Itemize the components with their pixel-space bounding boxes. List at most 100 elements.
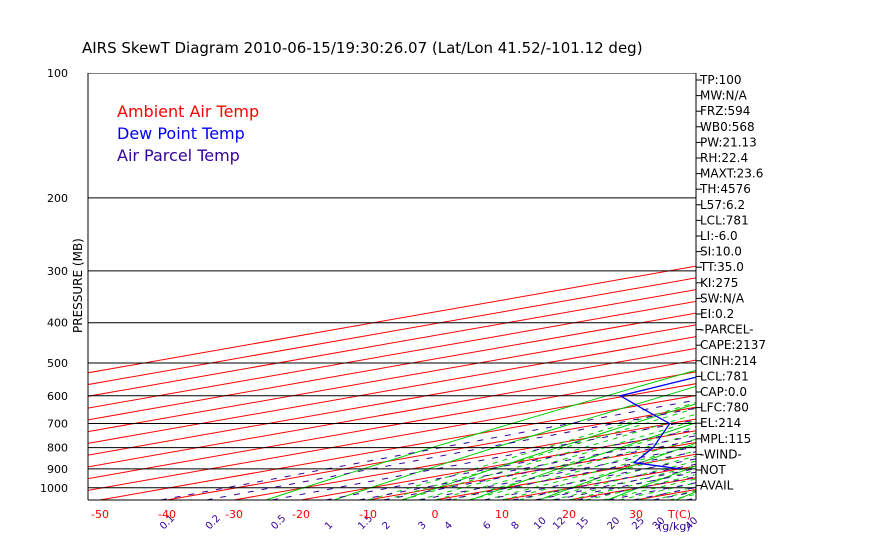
index-label: MW:N/A [700,89,748,103]
isotherm-line [88,347,696,456]
dry-adiabat-line [812,73,870,500]
pressure-tick-label: 400 [47,317,68,330]
mixing-ratio-tick-label: 1 [323,520,335,532]
mixing-ratio-line [206,407,696,500]
index-label: L57:6.2 [700,198,745,212]
index-label: CAP:0.0 [700,385,747,399]
index-label: PW:21.13 [700,135,757,149]
mixing-ratio-tick-label: 20 [606,515,623,532]
pressure-tick-label: 800 [47,442,68,455]
index-label: TH:4576 [699,182,751,196]
bottom-temp-tick-label: -50 [91,508,109,521]
legend-ambient-air-temp: Ambient Air Temp [117,102,259,121]
index-label: MAXT:23.6 [700,167,763,181]
isotherm-line [770,73,870,500]
moist-adiabat-line [518,455,696,500]
index-label: -WIND- [700,447,742,461]
moist-adiabat-line [434,426,696,500]
temp-axis-label: T(C) [667,508,691,521]
bottom-temp-tick-label: 10 [495,508,509,521]
isotherm-line [88,371,696,480]
dry-adiabat-line [402,403,696,500]
bottom-temp-tick-label: -30 [225,508,243,521]
dry-adiabat-line [744,73,870,500]
index-label: WB0:568 [700,120,755,134]
legend: Ambient Air Temp Dew Point Temp Air Parc… [117,102,259,165]
series-line-2 [787,73,870,469]
moist-adiabat-line [468,438,696,500]
moist-adiabat-line [451,432,696,500]
index-label: CINH:214 [700,354,757,368]
isotherm-line [367,441,696,500]
background-grid [88,73,870,500]
moist-adiabat-line [485,444,696,500]
mixing-ratio-tick-label: 2 [381,520,393,532]
index-label: -PARCEL- [700,323,754,337]
mixing-ratio-axis-label: (g/kg) [658,520,691,533]
index-label: RH:22.4 [700,151,748,165]
index-label: LCL:781 [700,213,749,227]
pressure-tick-label: 1000 [40,482,68,495]
index-label: KI:275 [700,276,738,290]
isotherm-line [166,406,696,500]
dry-adiabat-line [265,369,696,500]
chart-title: AIRS SkewT Diagram 2010-06-15/19:30:26.0… [82,39,643,57]
pressure-tick-label: 900 [47,463,68,476]
pressure-tick-label: 600 [47,390,68,403]
isotherm-line [99,394,696,500]
mixing-ratio-tick-label: 6 [481,520,493,532]
dry-adiabat-line [333,385,696,500]
legend-dew-point-temp: Dew Point Temp [117,124,245,143]
isotherm-line [300,430,696,500]
pressure-tick-label: 500 [47,357,68,370]
dry-adiabat-line [607,465,696,500]
index-label: FRZ:594 [700,104,750,118]
index-label: TP:100 [699,73,742,87]
mixing-ratio-line [271,419,696,500]
bottom-temp-tick-label: 0 [432,508,439,521]
index-label: EL:214 [700,416,741,430]
mixing-ratio-tick-label: 0.5 [269,513,288,532]
index-label: CAPE:2137 [700,338,766,352]
isotherm-line [88,383,696,491]
index-label: SI:10.0 [700,245,742,259]
isotherm-line [837,73,870,500]
isotherm-line [88,359,696,468]
mixing-ratio-tick-label: 0.2 [204,513,223,532]
isotherm-line [88,277,696,386]
mixing-ratio-tick-label: 3 [416,520,428,532]
series-line-1 [618,376,696,470]
dry-adiabat-line [470,422,696,500]
bottom-temp-tick-label: -10 [359,508,377,521]
bottom-temp-tick-label: -20 [292,508,310,521]
index-label: AVAIL [700,479,734,493]
series-line-0 [765,73,870,469]
index-label: SW:N/A [700,291,745,305]
pressure-tick-label: 200 [47,192,68,205]
legend-air-parcel-temp: Air Parcel Temp [117,146,240,165]
isotherm-line [434,453,696,500]
index-label: TT:35.0 [699,260,744,274]
moist-adiabat-line [535,460,696,500]
moist-adiabat-line [367,401,696,500]
mixing-ratio-line [325,429,696,500]
index-label: LI:-6.0 [700,229,738,243]
index-label: LFC:780 [700,401,749,415]
bottom-temp-tick-label: 30 [629,508,643,521]
moist-adiabat-line [552,465,696,500]
mixing-ratio-tick-label: 8 [510,520,522,532]
pressure-tick-label: 100 [47,67,68,80]
bottom-temp-tick-label: -40 [158,508,176,521]
isotherm-line [88,324,696,433]
pressure-tick-label: 300 [47,265,68,278]
isotherm-line [88,265,696,374]
mixing-ratio-tick-label: 10 [532,515,549,532]
sounding-lines [618,73,870,470]
mixing-ratio-tick-label: 4 [443,520,455,532]
index-label: EI:0.2 [700,307,734,321]
index-label: NOT [700,463,726,477]
mixing-ratio-line [358,435,696,500]
pressure-tick-label: 700 [47,418,68,431]
index-label: LCL:781 [700,369,749,383]
